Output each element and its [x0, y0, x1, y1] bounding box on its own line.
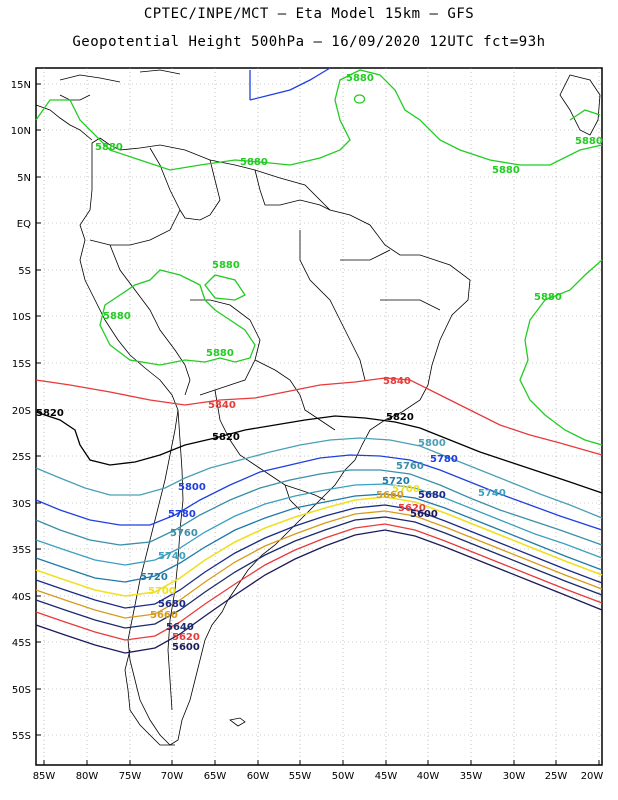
lat-lon-grid [36, 68, 602, 765]
lat-label: 20S [12, 406, 31, 417]
contour-label: 5600 [172, 642, 200, 653]
lat-label: 45S [12, 638, 31, 649]
contour-5620 [35, 523, 603, 641]
contour-label: 5820 [36, 408, 64, 419]
contour-5780 [35, 454, 603, 531]
contour-label: 5760 [170, 528, 198, 539]
contour-label: 5720 [140, 572, 168, 583]
contour-label: 5640 [166, 622, 194, 633]
contour-label: 5600 [410, 509, 438, 520]
lon-label: 70W [161, 771, 184, 782]
contour-label: 5840 [208, 400, 236, 411]
contour-5840 [35, 377, 603, 456]
lon-label: 75W [119, 771, 142, 782]
lon-label: 60W [247, 771, 270, 782]
contour-label: 5800 [178, 482, 206, 493]
lat-label: 50S [12, 685, 31, 696]
contour-label: 5740 [478, 488, 506, 499]
contour-label: 5880 [346, 73, 374, 84]
contour-5800 [35, 437, 603, 519]
lat-label: 15S [12, 359, 31, 370]
map-subtitle: Geopotential Height 500hPa – 16/09/2020 … [72, 34, 546, 50]
lon-label: 45W [375, 771, 398, 782]
lon-label: 65W [204, 771, 227, 782]
contour-label: 5760 [396, 461, 424, 472]
lon-label: 35W [460, 771, 483, 782]
contour-label: 5720 [382, 476, 410, 487]
contour-label: 5800 [418, 438, 446, 449]
lat-label: EQ [17, 219, 31, 230]
contour-5880 [204, 274, 246, 301]
contour-lines [35, 69, 603, 654]
contour-label: 5820 [212, 432, 240, 443]
contour-label: 5620 [172, 632, 200, 643]
lon-label: 80W [76, 771, 99, 782]
contour-5660 [35, 510, 603, 619]
lat-label: 10S [12, 312, 31, 323]
contour-5820 [35, 411, 603, 494]
contour-label: 5880 [240, 157, 268, 168]
lon-label: 85W [33, 771, 56, 782]
contour-label: 5700 [148, 586, 176, 597]
contour-label: 5780 [430, 454, 458, 465]
lat-label: 55S [12, 731, 31, 742]
contour-label: 5680 [158, 599, 186, 610]
lat-label: 5N [17, 173, 31, 184]
contour-upper-blue [249, 67, 331, 101]
lon-label: 40W [417, 771, 440, 782]
contour-label: 5780 [168, 509, 196, 520]
contour-5880 [99, 269, 256, 366]
contour-5720 [35, 493, 603, 583]
lat-label: 35S [12, 545, 31, 556]
lat-label: 15N [11, 80, 31, 91]
contour-5880 [35, 69, 603, 171]
contour-label: 5620 [398, 503, 426, 514]
contour-label: 5680 [418, 490, 446, 501]
lat-label: 40S [12, 592, 31, 603]
contour-label: 5840 [383, 376, 411, 387]
contour-5760 [35, 469, 603, 546]
contour-5700 [35, 496, 603, 597]
contour-label: 5880 [212, 260, 240, 271]
lat-label: 30S [12, 499, 31, 510]
map-frame [35, 67, 603, 766]
contour-label: 5880 [534, 292, 562, 303]
lat-label: 5S [18, 266, 31, 277]
contour-label: 5880 [206, 348, 234, 359]
contour-5640 [35, 516, 603, 629]
lon-label: 55W [289, 771, 312, 782]
contour-label: 5880 [103, 311, 131, 322]
contour-5680 [35, 504, 603, 609]
contour-label: 5660 [376, 490, 404, 501]
lon-label: 20W [581, 771, 604, 782]
lat-label: 25S [12, 452, 31, 463]
lon-label: 25W [545, 771, 568, 782]
lon-label: 30W [503, 771, 526, 782]
contour-label: 5740 [158, 551, 186, 562]
axis-ticks [36, 83, 600, 765]
contour-labels: 5880 5880 5880 5880 5880 5880 5880 5880 … [36, 73, 603, 653]
contour-5880 [519, 259, 603, 446]
contour-5740 [35, 483, 603, 566]
lon-label: 50W [332, 771, 355, 782]
contour-label: 5660 [150, 610, 178, 621]
coastlines [35, 69, 601, 746]
contour-label: 5700 [392, 484, 420, 495]
contour-5880 [569, 109, 601, 121]
lat-label: 10N [11, 126, 31, 137]
contour-label: 5880 [492, 165, 520, 176]
contour-5880 [353, 94, 366, 104]
contour-label: 5880 [95, 142, 123, 153]
contour-label: 5880 [575, 136, 603, 147]
contour-label: 5820 [386, 412, 414, 423]
contour-5600 [35, 529, 603, 654]
map-title: CPTEC/INPE/MCT – Eta Model 15km – GFS [143, 6, 475, 22]
